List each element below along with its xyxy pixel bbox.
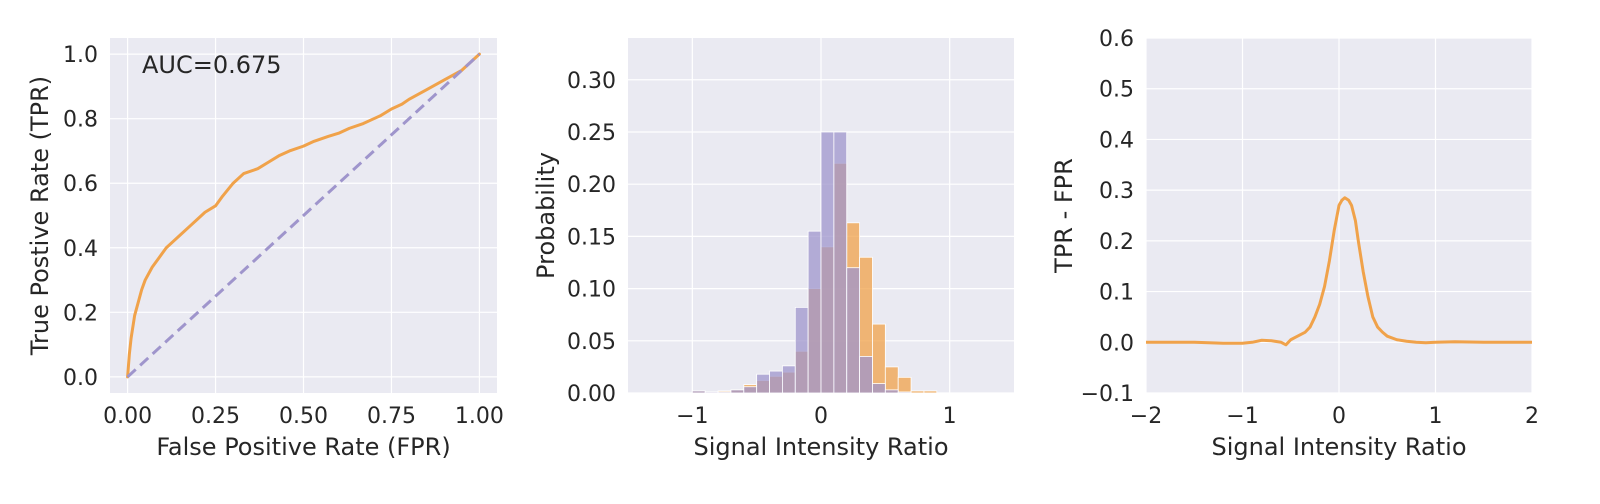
y-tick-label: −0.1 — [1081, 382, 1134, 407]
y-axis-label: TPR - FPR — [1050, 158, 1078, 274]
plot-marks — [691, 131, 938, 393]
auc-annotation: AUC=0.675 — [142, 51, 282, 79]
y-tick-label: 0.2 — [1099, 230, 1134, 255]
x-axis-label: False Positive Rate (FPR) — [156, 433, 450, 461]
x-axis-label: Signal Intensity Ratio — [1211, 433, 1466, 461]
plot-marks — [1146, 196, 1532, 347]
x-tick-label: 0 — [814, 404, 828, 429]
histogram-bar-purple — [820, 131, 835, 393]
y-tick-label: 0.05 — [567, 330, 616, 355]
histogram-bar-purple — [833, 131, 848, 393]
histogram-bar-purple — [897, 391, 912, 393]
y-tick-label: 0.2 — [63, 301, 98, 326]
histogram-bar-purple — [807, 230, 822, 393]
histogram-bar-purple — [730, 389, 745, 393]
histogram-bar-purple — [743, 386, 758, 393]
histogram-bar-purple — [846, 267, 861, 393]
y-tick-label: 0.15 — [567, 225, 616, 250]
y-tick-label: 0.6 — [1099, 27, 1134, 52]
y-tick-label: 0.25 — [567, 121, 616, 146]
histogram-bar-purple — [691, 390, 706, 393]
x-tick-label: −2 — [1130, 404, 1162, 429]
histogram-bar-purple — [884, 389, 899, 393]
y-tick-label: 0.5 — [1099, 78, 1134, 103]
histogram-bar-purple — [769, 370, 783, 393]
x-tick-label: 1 — [1429, 404, 1443, 429]
y-tick-label: 1.0 — [63, 43, 98, 68]
x-tick-label: 0 — [1332, 404, 1346, 429]
y-tick-label: 0.4 — [63, 237, 98, 262]
histogram-panel: −1 0 1 0.00 0.05 0.10 0.15 0.20 0.25 0.30 Signal I… — [532, 38, 1014, 461]
roc-panel: 0.00 0.25 0.50 0.75 1.00 0.0 0.2 0.4 0.6 0.8 1.0 Fa… — [26, 38, 504, 461]
x-tick-label: 0.00 — [103, 404, 152, 429]
y-tick-label: 0.6 — [63, 172, 98, 197]
x-tick-label: 0.75 — [367, 404, 416, 429]
y-tick-label: 0.3 — [1099, 179, 1134, 204]
y-tick-label: 0.4 — [1099, 128, 1134, 153]
histogram-bar-orange — [910, 390, 925, 393]
y-tick-label: 0.0 — [63, 366, 98, 391]
y-axis-label: Probability — [532, 152, 560, 279]
difference-panel: −2 −1 0 1 2 −0.1 0.0 0.1 0.2 0.3 0.4 0.5 0.6 Signal I… — [1050, 27, 1539, 461]
y-tick-label: 0.8 — [63, 108, 98, 133]
histogram-bar-purple — [756, 373, 770, 393]
histogram-bar-orange — [872, 323, 886, 393]
y-tick-label: 0.20 — [567, 173, 616, 198]
histogram-bar-orange — [884, 366, 899, 393]
histogram-bar-orange — [897, 376, 912, 393]
chance-diagonal-line — [126, 53, 481, 378]
x-tick-label: 0.50 — [279, 404, 328, 429]
histogram-bar-purple — [872, 383, 886, 393]
x-tick-label: 0.25 — [191, 404, 240, 429]
x-tick-label: −1 — [1226, 404, 1258, 429]
histogram-bar-purple — [704, 391, 719, 393]
x-axis-label: Signal Intensity Ratio — [693, 433, 948, 461]
plot-marks — [126, 52, 481, 379]
y-tick-label: 0.30 — [567, 69, 616, 94]
histogram-bar-purple — [794, 306, 809, 393]
x-tick-label: 1.00 — [455, 404, 504, 429]
series-line — [1146, 196, 1532, 347]
histogram-bar-purple — [717, 391, 732, 393]
histogram-bar-orange — [923, 390, 938, 393]
histogram-bar-purple — [782, 365, 796, 393]
y-tick-label: 0.0 — [1099, 331, 1134, 356]
y-tick-label: 0.00 — [567, 382, 616, 407]
y-tick-label: 0.1 — [1099, 281, 1134, 306]
x-tick-label: 2 — [1525, 404, 1539, 429]
y-axis-label: True Postive Rate (TPR) — [26, 76, 54, 356]
x-tick-label: 1 — [943, 404, 957, 429]
x-tick-label: −1 — [676, 404, 708, 429]
series-line — [126, 52, 481, 379]
histogram-bar-purple — [859, 356, 873, 393]
y-tick-label: 0.10 — [567, 278, 616, 303]
